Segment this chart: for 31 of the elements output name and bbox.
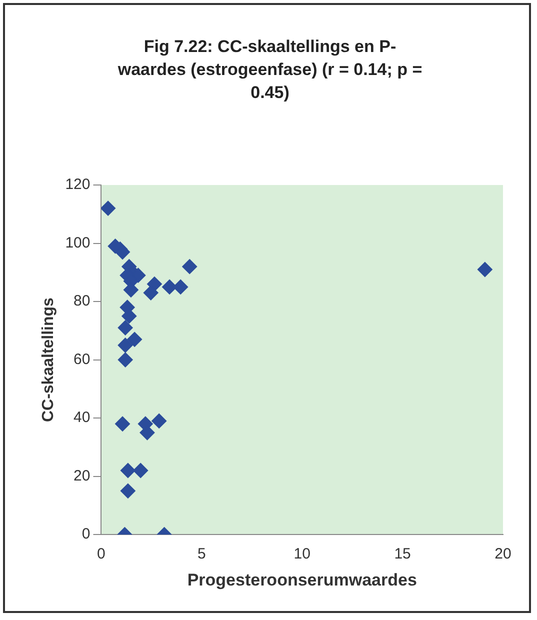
point [140,425,155,440]
x-tick-label: 5 [198,546,206,563]
x-tick-label: 0 [97,546,106,563]
point [118,352,133,368]
y-tick-label: 80 [74,292,90,310]
point [127,332,142,347]
point [477,262,492,277]
chart-title: Fig 7.22: CC-skaaltellings en P-waardes (estrogeenfase) (r = 0.14; p = 0.45) [116,36,424,104]
y-tick-label: 100 [65,234,90,252]
point [143,285,158,300]
y-tick-label: 20 [74,467,90,484]
y-tick-label: 40 [74,409,90,426]
point [120,463,136,478]
x-tick-label: 15 [394,546,411,563]
point [101,200,116,216]
x-tick-label: 10 [294,546,310,563]
y-tick-label: 0 [82,526,90,543]
point [118,338,133,353]
point [173,279,188,294]
x-axis-title: Progesteroonserumwaardes [187,570,417,590]
y-axis-title: CC-skaaltellings [40,297,58,422]
x-tick-label: 20 [494,546,512,563]
point [122,308,137,324]
point [182,259,198,274]
y-tick-label: 60 [74,350,90,368]
point [133,463,148,478]
y-tick-label: 120 [65,176,90,194]
point [152,413,167,428]
point [115,416,130,432]
point [120,483,136,498]
point [118,320,133,336]
